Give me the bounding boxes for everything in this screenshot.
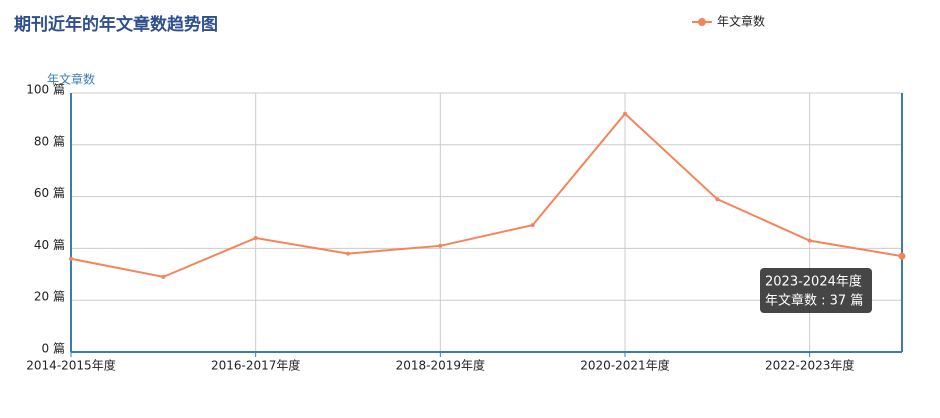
y-tick-label: 80 篇 [34, 133, 65, 148]
tooltip-box [760, 268, 872, 313]
chart-title: 期刊近年的年文章数趋势图 [14, 14, 218, 35]
tooltip-text: 年文章数 : 37 篇 [765, 293, 863, 309]
point [438, 243, 443, 248]
point [715, 197, 720, 202]
point [346, 251, 350, 256]
y-tick-label: 20 篇 [34, 289, 65, 304]
point [898, 252, 906, 260]
x-tick-label: 2022-2023年度 [765, 358, 854, 373]
y-tick-label: 0 篇 [42, 341, 65, 356]
tooltip-title: 2023-2024年度 [765, 274, 862, 290]
x-tick-label: 2018-2019年度 [396, 358, 485, 373]
y-tick-label: 40 篇 [34, 237, 65, 252]
y-tick-label: 100 篇 [26, 82, 65, 97]
x-tick-label: 2020-2021年度 [580, 358, 669, 373]
point [161, 274, 166, 279]
point [807, 238, 812, 243]
point [530, 223, 535, 228]
x-tick-label: 2016-2017年度 [211, 358, 300, 373]
y-tick-label: 60 篇 [34, 185, 65, 200]
line [70, 112, 903, 278]
point [69, 256, 73, 261]
legend-label: 年文章数 [717, 14, 765, 29]
point [253, 236, 258, 241]
legend-marker [698, 18, 706, 26]
point [623, 111, 627, 116]
x-tick-label: 2014-2015年度 [26, 358, 115, 373]
y-axis-label: 年文章数 [47, 72, 95, 87]
